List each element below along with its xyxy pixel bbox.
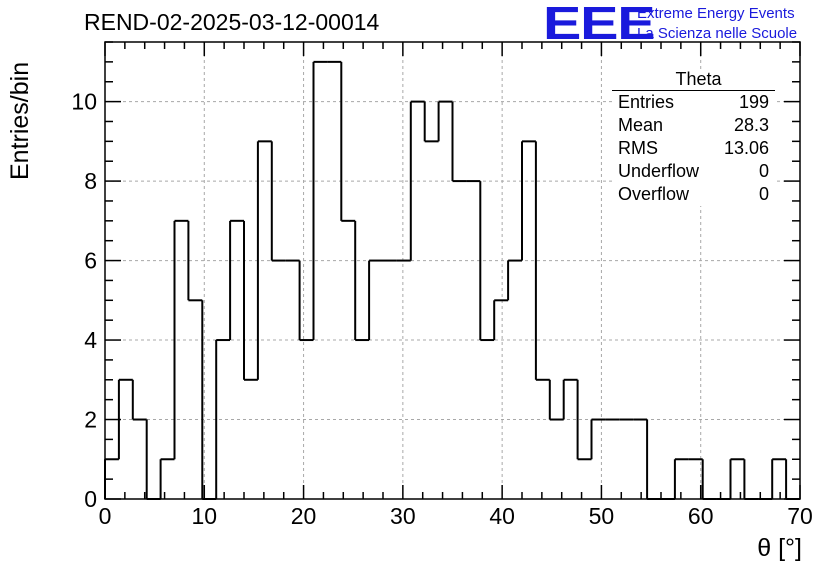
stats-value: 28.3 xyxy=(733,115,769,135)
stats-value: 0 xyxy=(758,161,769,181)
stats-value: 0 xyxy=(758,184,769,204)
stats-label: Underflow xyxy=(618,161,700,181)
y-tick-label: 4 xyxy=(84,327,97,353)
logo-caption-line1: Extreme Energy Events xyxy=(637,5,795,22)
y-tick-label: 10 xyxy=(71,89,97,115)
stats-label: Entries xyxy=(618,92,675,112)
stats-row-mean: Mean 28.3 xyxy=(612,114,775,137)
x-tick-label: 40 xyxy=(489,503,515,529)
y-tick-label: 6 xyxy=(84,248,97,274)
y-tick-label: 0 xyxy=(84,486,97,512)
stats-row-entries: Entries 199 xyxy=(612,91,775,114)
x-tick-label: 0 xyxy=(99,503,112,529)
x-tick-label: 70 xyxy=(787,503,813,529)
y-tick-label: 2 xyxy=(84,407,97,433)
stats-value: 199 xyxy=(738,92,769,112)
x-tick-label: 10 xyxy=(191,503,217,529)
stats-value: 13.06 xyxy=(723,138,769,158)
logo-caption: Extreme Energy Events La Scienza nelle S… xyxy=(637,4,797,44)
axis-ticks xyxy=(104,41,801,500)
stats-label: Mean xyxy=(618,115,664,135)
x-tick-label: 50 xyxy=(589,503,615,529)
x-tick-label: 60 xyxy=(688,503,714,529)
stats-label: RMS xyxy=(618,138,658,158)
plot-border xyxy=(104,41,801,500)
x-axis-label: θ [°] xyxy=(757,534,802,562)
stats-row-overflow: Overflow 0 xyxy=(612,183,775,206)
chart-title: REND-02-2025-03-12-00014 xyxy=(84,9,380,35)
stats-label: Overflow xyxy=(618,184,690,204)
stats-title: Theta xyxy=(612,69,775,91)
x-tick-label: 20 xyxy=(291,503,317,529)
stats-row-rms: RMS 13.06 xyxy=(612,137,775,160)
y-tick-label: 8 xyxy=(84,168,97,194)
stats-row-underflow: Underflow 0 xyxy=(612,160,775,183)
logo-caption-line2: La Scienza nelle Scuole xyxy=(637,25,798,42)
eee-logo: EEE xyxy=(543,0,656,49)
plot-frame xyxy=(104,41,801,500)
x-tick-label: 30 xyxy=(390,503,416,529)
y-axis-label: Entries/bin xyxy=(6,61,34,180)
stats-box: Theta Entries 199 Mean 28.3 RMS 13.06 Un… xyxy=(612,69,775,206)
tick-labels: 0 10 20 30 40 50 60 70 0 2 4 6 8 10 xyxy=(71,89,812,529)
